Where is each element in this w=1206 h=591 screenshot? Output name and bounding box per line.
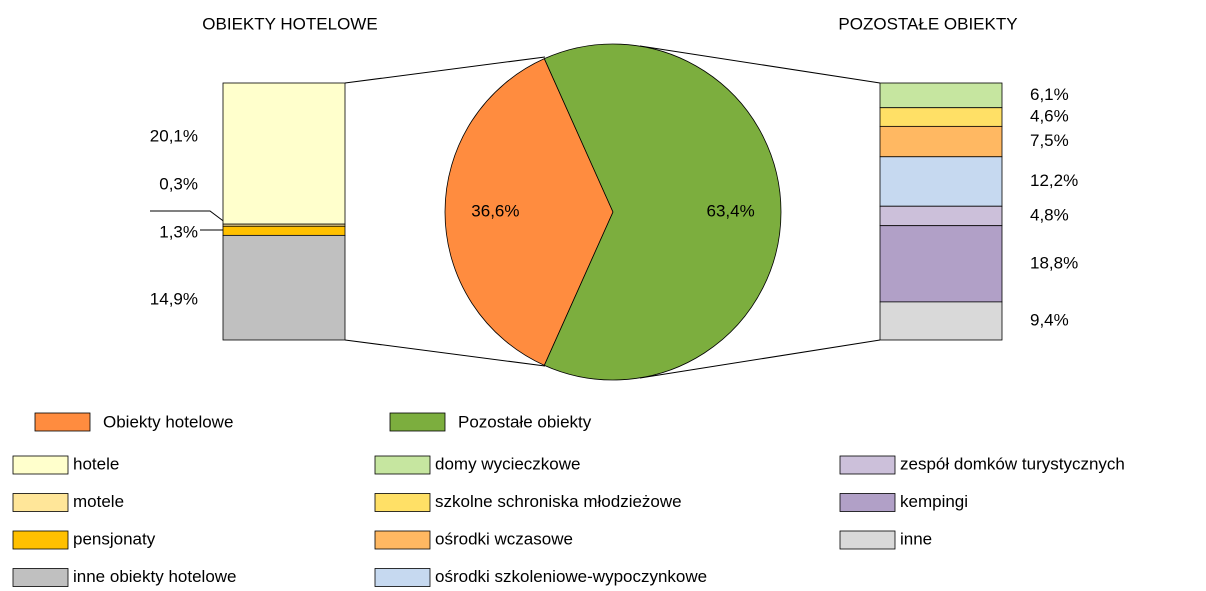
legend-swatch — [374, 568, 431, 587]
legend-swatch — [839, 530, 896, 550]
bar-segment — [879, 107, 1003, 127]
legend-label: pensjonaty — [73, 529, 156, 548]
legend-swatch — [34, 412, 91, 432]
segment-label: 4,8% — [1030, 205, 1069, 224]
segment-label: 12,2% — [1030, 171, 1078, 190]
legend-label: ośrodki szkoleniowe-wypoczynkowe — [435, 567, 707, 586]
legend-label: motele — [73, 492, 124, 511]
bar-segment — [879, 125, 1003, 158]
slice-label: 63,4% — [706, 201, 754, 220]
bar-segment — [879, 205, 1003, 227]
segment-label: 7,5% — [1030, 131, 1069, 150]
legend-label: kempingi — [900, 492, 968, 511]
bar-segment — [879, 225, 1003, 303]
legend-label: Pozostałe obiekty — [458, 412, 592, 431]
bar-segment — [879, 82, 1003, 109]
legend-label: domy wycieczkowe — [435, 454, 581, 473]
connector — [344, 339, 546, 367]
legend-swatch — [12, 568, 69, 587]
legend-swatch — [12, 493, 69, 512]
pie-slice — [543, 43, 782, 381]
legend-swatch — [12, 455, 69, 475]
pie-slice — [444, 58, 614, 366]
legend-label: zespół domków turystycznych — [900, 454, 1125, 473]
segment-label: 14,9% — [150, 289, 198, 308]
segment-label: 20,1% — [150, 126, 198, 145]
segment-label: 4,6% — [1030, 107, 1069, 126]
connector — [639, 339, 881, 379]
bar-title: POZOSTAŁE OBIEKTY — [838, 14, 1017, 33]
legend-label: Obiekty hotelowe — [103, 412, 233, 431]
legend-swatch — [389, 412, 446, 432]
legend-label: inne obiekty hotelowe — [73, 567, 237, 586]
segment-label: 1,3% — [159, 222, 198, 241]
legend-swatch — [839, 493, 896, 512]
bar-title: OBIEKTY HOTELOWE — [202, 14, 377, 33]
segment-label: 0,3% — [159, 174, 198, 193]
bar-segment — [222, 225, 346, 236]
bar-segment — [879, 301, 1003, 341]
slice-label: 36,6% — [471, 201, 519, 220]
segment-label: 6,1% — [1030, 85, 1069, 104]
legend-label: ośrodki wczasowe — [435, 529, 573, 548]
connector — [344, 56, 546, 84]
segment-label: 9,4% — [1030, 310, 1069, 329]
segment-label: 18,8% — [1030, 253, 1078, 272]
legend-swatch — [12, 530, 69, 550]
legend-swatch — [374, 493, 431, 512]
legend-swatch — [374, 455, 431, 475]
bar-segment — [222, 82, 346, 225]
connector — [639, 45, 881, 84]
legend-label: inne — [900, 529, 932, 548]
leader-line — [150, 210, 227, 224]
bar-segment — [222, 234, 346, 341]
legend-label: hotele — [73, 454, 119, 473]
bar-segment — [879, 156, 1003, 207]
legend-swatch — [839, 455, 896, 475]
legend-swatch — [374, 530, 431, 550]
legend-label: szkolne schroniska młodzieżowe — [435, 492, 682, 511]
